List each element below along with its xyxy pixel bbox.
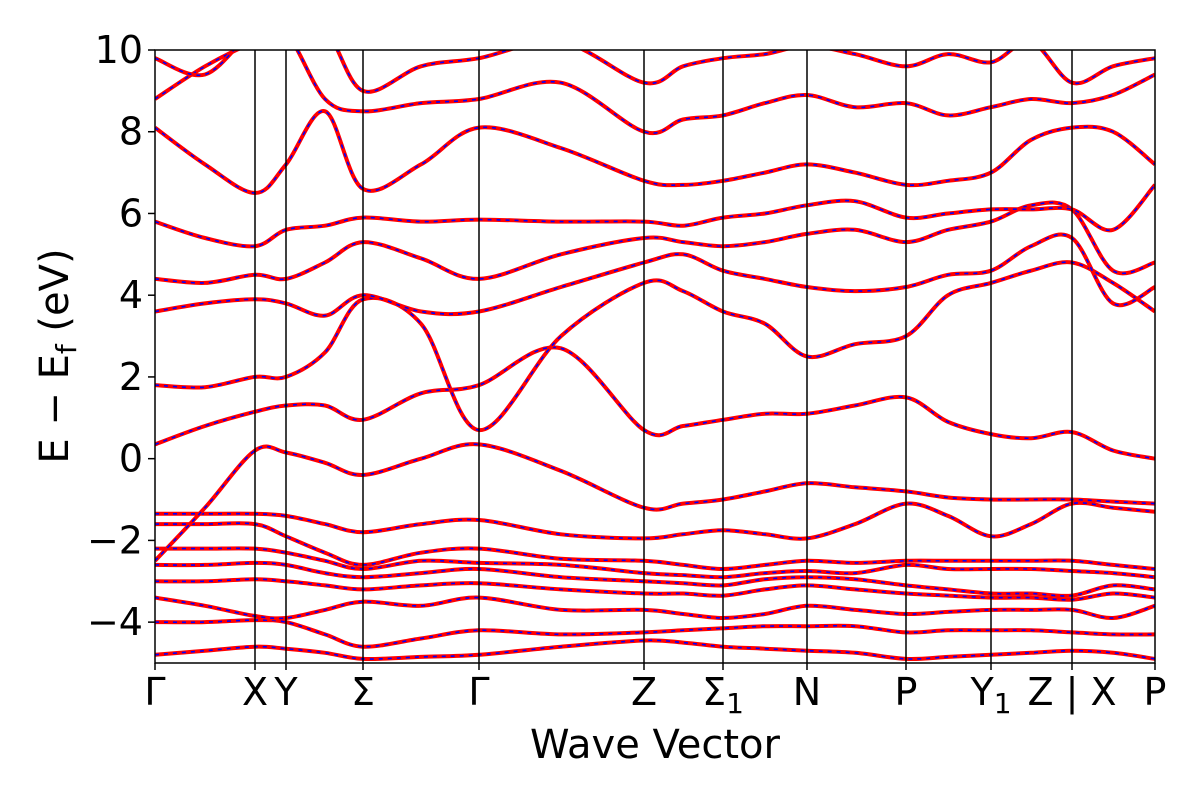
y-tick-label-1: 10 [95,28,143,72]
band-line-overlay-3 [155,596,1155,620]
band-line-overlay-11 [155,261,1155,431]
band-line-overlay-15 [155,110,1155,194]
y-tick-label-4: 4 [119,273,143,317]
x-tick-label-5: Γ [468,670,489,714]
x-axis-ticks: Γ X Y Σ Γ Z Σ1 N P Y1 Z | X P [144,663,1166,720]
x-tick-label-8: N [793,670,821,714]
x-tick-label-3: Y [273,670,298,714]
band-line-15 [155,109,1155,195]
band-line-overlay-12 [155,233,1155,317]
band-line-overlay-1 [155,639,1155,660]
x-tick-label-10: Y1 [969,670,1011,720]
x-tick-label-9: P [895,670,918,714]
y-axis-title-subscript: f [50,343,83,354]
band-line-1 [155,638,1155,662]
band-line-overlay-13 [155,201,1155,284]
band-line-3 [155,595,1155,621]
band-line-17 [155,50,1155,94]
y-tick-label-6: 0 [119,437,143,481]
band-line-overlay-10 [155,346,1155,460]
x-axis-title: Wave Vector [530,722,781,768]
y-tick-label-5: 2 [119,355,143,399]
plot-frame [154,49,1156,664]
band-line-overlay-2 [155,619,1155,648]
x-tick-label-6: Z [631,670,657,714]
y-axis-title: E − Ef (eV) [32,248,83,463]
band-line-overlay-16 [155,50,1155,134]
band-line-2 [155,618,1155,649]
y-axis-title-unit: (eV) [32,248,78,344]
band-line-10 [155,345,1155,461]
band-line-12 [155,232,1155,318]
y-tick-label-7: −2 [87,518,143,562]
band-line-overlay-9 [155,443,1155,562]
x-tick-label-1: Γ [144,670,165,714]
band-line-overlay-5 [155,562,1155,597]
band-line-13 [155,200,1155,285]
band-line-overlay-8 [155,502,1155,540]
band-line-overlay-4 [155,578,1155,601]
band-line-7 [155,521,1155,571]
band-line-overlay-14 [155,184,1155,248]
band-line-overlay-6 [155,547,1155,579]
y-axis-title-main: E − E [32,354,78,464]
band-lines [155,50,1155,662]
x-tick-label-2: X [242,670,268,714]
band-line-overlay-17 [155,50,1155,93]
y-tick-label-8: −4 [87,600,143,644]
x-tick-label-7: Σ1 [702,670,744,720]
x-tick-label-11: Z | X [1027,670,1116,715]
high-symmetry-lines [254,50,1073,663]
x-tick-label-12: P [1144,670,1167,714]
y-tick-label-3: 6 [119,191,143,235]
x-tick-label-4: Σ [351,670,375,714]
y-tick-label-2: 8 [119,110,143,154]
y-axis-ticks: 10 8 6 4 2 0 −2 −4 [87,28,155,644]
